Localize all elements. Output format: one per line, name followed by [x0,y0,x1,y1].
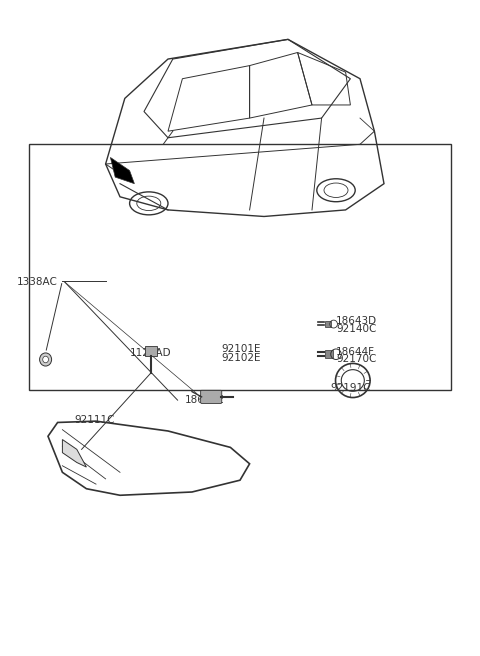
Text: 1125AD: 1125AD [130,348,171,358]
FancyBboxPatch shape [325,321,331,327]
Text: 92170C: 92170C [336,354,376,365]
Ellipse shape [39,353,52,366]
Text: 92102E: 92102E [222,352,261,363]
Polygon shape [110,157,134,184]
Text: 92111C: 92111C [74,415,115,425]
Text: 92140C: 92140C [336,324,376,335]
FancyBboxPatch shape [29,144,451,390]
Text: 1338AC: 1338AC [17,277,58,287]
FancyBboxPatch shape [201,390,222,403]
Polygon shape [62,440,86,467]
Text: 92191C: 92191C [330,383,371,394]
Text: 18644F: 18644F [336,346,375,357]
Text: 92101E: 92101E [222,344,261,354]
Text: 18643D: 18643D [336,316,377,326]
FancyBboxPatch shape [325,350,333,358]
Text: 18649E: 18649E [185,395,225,405]
Ellipse shape [43,356,48,363]
Polygon shape [145,346,157,356]
